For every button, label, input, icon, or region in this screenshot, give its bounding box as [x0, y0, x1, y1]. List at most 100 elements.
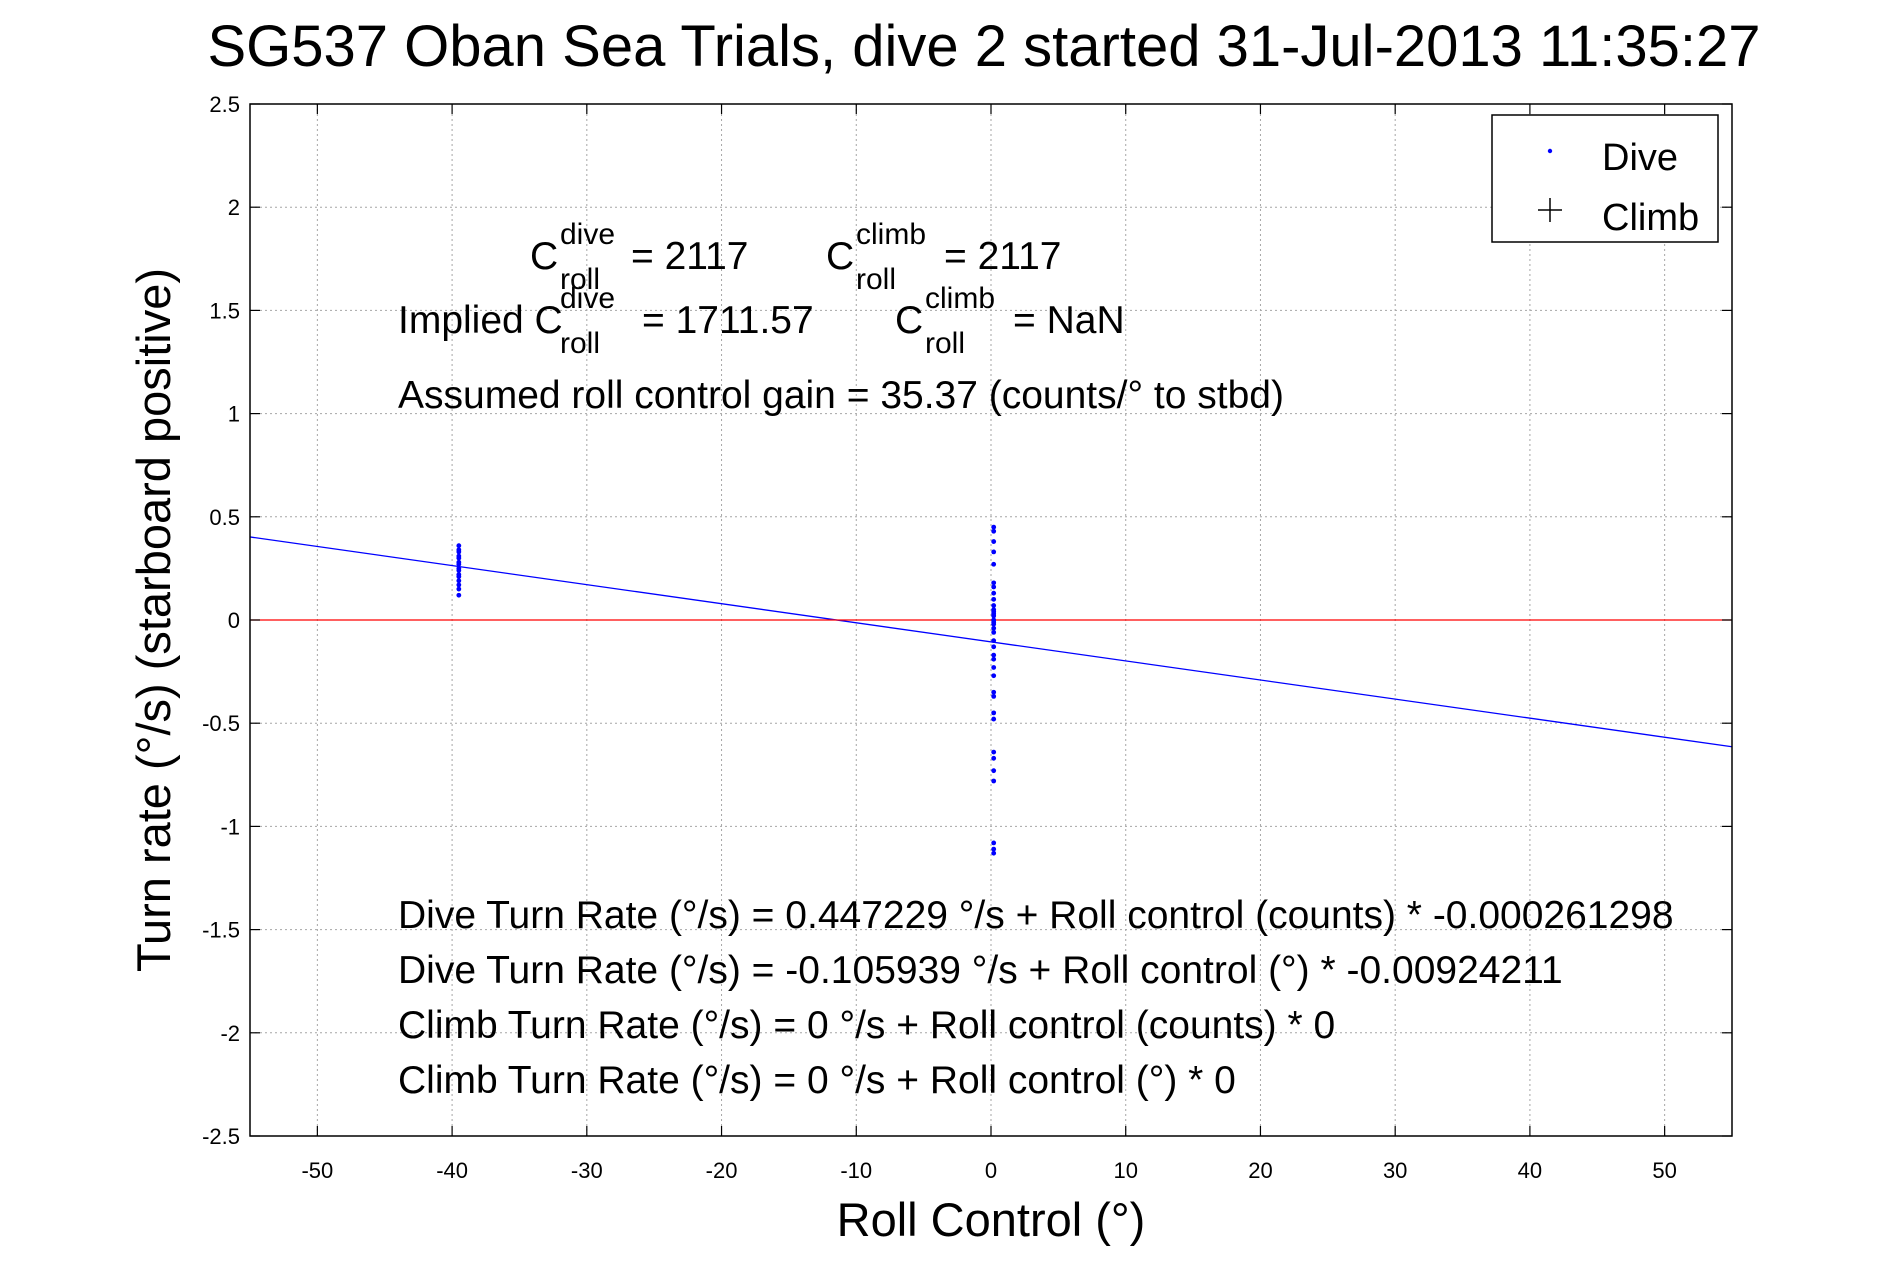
dive-point — [991, 778, 997, 784]
dive-point — [991, 528, 997, 534]
x-tick-label: 10 — [1113, 1158, 1137, 1183]
annotation-implied-c-roll: Implied C dive roll = 1711.57 C climb ro… — [398, 282, 1125, 360]
chart-title: SG537 Oban Sea Trials, dive 2 started 31… — [207, 14, 1760, 79]
dive-point — [456, 561, 462, 567]
c-roll-climb-sup: climb — [856, 218, 926, 251]
y-tick-label: 0 — [228, 608, 240, 633]
dive-point — [991, 840, 997, 846]
annotation-gain: Assumed roll control gain = 35.37 (count… — [398, 374, 1284, 417]
dive-point — [991, 768, 997, 774]
c-roll-climb-base: C — [826, 235, 854, 278]
y-tick-label: 1 — [228, 402, 240, 427]
implied-climb-base: C — [895, 299, 923, 342]
legend-climb-label: Climb — [1602, 197, 1699, 239]
dive-point — [991, 710, 997, 716]
dive-point — [991, 755, 997, 761]
dive-point — [991, 846, 997, 852]
dive-point — [991, 524, 997, 530]
legend-dive-label: Dive — [1602, 137, 1678, 179]
dive-point — [991, 652, 997, 658]
legend-box — [1491, 114, 1719, 243]
dive-point — [456, 543, 462, 549]
x-axis-label: Roll Control (°) — [837, 1193, 1146, 1246]
c-roll-climb-value: = 2117 — [944, 235, 1061, 278]
x-tick-label: -30 — [571, 1158, 603, 1183]
c-roll-dive-sub: roll — [560, 263, 600, 296]
dive-point — [991, 644, 997, 650]
implied-climb-sub: roll — [925, 327, 965, 360]
dive-point — [991, 561, 997, 567]
dive-point — [456, 582, 462, 588]
y-axis-label: Turn rate (°/s) (starboard positive) — [127, 268, 180, 972]
dive-point — [456, 555, 462, 561]
equation-dive-counts: Dive Turn Rate (°/s) = 0.447229 °/s + Ro… — [398, 894, 1674, 937]
c-roll-dive-base: C — [530, 235, 558, 278]
dive-points — [456, 524, 997, 856]
annotation-c-roll: C dive roll = 2117 C climb roll = 2117 — [530, 218, 1061, 296]
x-tick-label: 30 — [1383, 1158, 1407, 1183]
x-tick-label: 50 — [1652, 1158, 1676, 1183]
legend-climb-marker — [1538, 198, 1562, 222]
dive-point — [456, 578, 462, 584]
y-tick-label: -0.5 — [202, 711, 240, 736]
equation-climb-counts: Climb Turn Rate (°/s) = 0 °/s + Roll con… — [398, 1004, 1335, 1047]
implied-prefix: Implied C — [398, 299, 563, 342]
dive-point — [456, 568, 462, 573]
x-tick-label: 0 — [985, 1158, 997, 1183]
dive-point — [991, 716, 997, 722]
dive-point — [456, 549, 462, 555]
y-tick-label: -1.5 — [202, 918, 240, 943]
dive-fit-line — [249, 536, 1733, 748]
x-tick-label: 20 — [1248, 1158, 1272, 1183]
dive-point — [456, 592, 462, 598]
x-tick-label: -20 — [706, 1158, 738, 1183]
dive-point — [456, 574, 462, 580]
x-tick-label: 40 — [1518, 1158, 1542, 1183]
implied-climb-sup: climb — [925, 282, 995, 315]
c-roll-dive-value: = 2117 — [631, 235, 748, 278]
dive-point — [991, 603, 997, 608]
dive-point — [991, 596, 997, 602]
y-tick-label: 2 — [228, 195, 240, 220]
y-tick-label: 0.5 — [209, 505, 240, 530]
dive-point — [991, 693, 997, 699]
implied-dive-sup: dive — [560, 282, 615, 315]
c-roll-climb-sub: roll — [856, 263, 896, 296]
dive-point — [991, 549, 997, 555]
dive-point — [991, 689, 997, 695]
y-tick-label: -1 — [220, 814, 240, 839]
y-tick-label: 2.5 — [209, 92, 240, 117]
dive-point — [456, 586, 462, 592]
implied-dive-value: = 1711.57 — [642, 299, 814, 342]
dive-point — [991, 580, 997, 586]
equation-dive-degrees: Dive Turn Rate (°/s) = -0.105939 °/s + R… — [398, 949, 1563, 992]
dive-point — [991, 850, 997, 856]
axis-ticks: -50 -40 -30 -20 -10 0 10 20 30 40 50-2.5-2-1.5-1-0… — [202, 92, 1732, 1183]
equation-climb-degrees: Climb Turn Rate (°/s) = 0 °/s + Roll con… — [398, 1059, 1236, 1102]
dive-point — [991, 539, 997, 544]
reference-lines — [249, 536, 1733, 748]
dive-point — [991, 638, 997, 644]
x-tick-label: -40 — [436, 1158, 468, 1183]
x-tick-label: -10 — [840, 1158, 872, 1183]
dive-point — [991, 590, 997, 596]
x-tick-label: -50 — [301, 1158, 333, 1183]
implied-climb-value: = NaN — [1013, 299, 1125, 342]
dive-point — [991, 625, 997, 631]
dive-point — [991, 584, 997, 590]
y-tick-label: -2.5 — [202, 1124, 240, 1149]
dive-point — [991, 665, 997, 670]
dive-point — [991, 629, 997, 635]
legend-dive-marker — [1547, 148, 1553, 154]
legend: Dive Climb — [1491, 114, 1719, 243]
y-tick-label: -2 — [220, 1021, 240, 1046]
dive-point — [991, 749, 997, 755]
c-roll-dive-sup: dive — [560, 218, 615, 251]
y-tick-label: 1.5 — [209, 298, 240, 323]
dive-point — [991, 621, 997, 627]
dive-point — [991, 673, 997, 679]
dive-point — [991, 613, 997, 619]
dive-point — [991, 656, 997, 662]
